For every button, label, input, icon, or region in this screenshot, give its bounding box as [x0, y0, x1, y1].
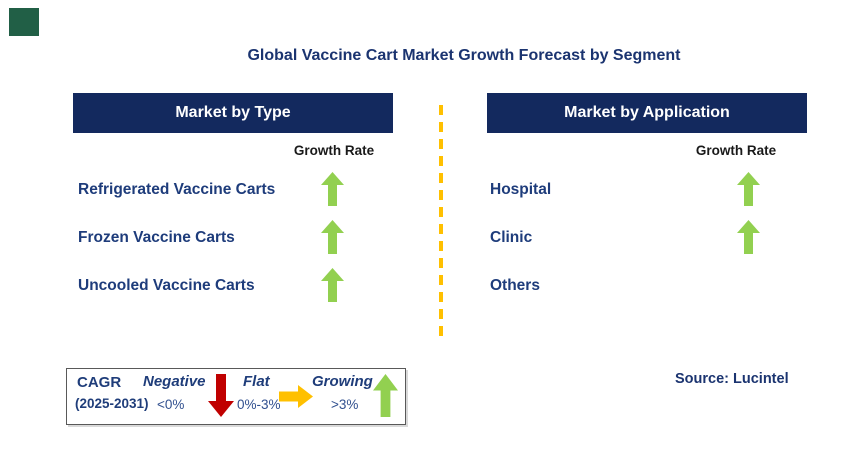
segment-label: Refrigerated Vaccine Carts	[78, 181, 276, 198]
segment-label: Hospital	[490, 181, 552, 198]
growth-up-arrow-icon	[737, 172, 760, 206]
cagr-legend-box: CAGR (2025-2031) Negative <0% Flat 0%-3%…	[66, 368, 406, 425]
panel-market-by-type: Market by Type Growth Rate Refrigerated …	[66, 93, 404, 340]
growth-up-arrow-icon	[737, 220, 760, 254]
legend-negative-range: <0%	[157, 397, 185, 412]
down-arrow-icon	[208, 374, 234, 417]
panel-market-by-application: Market by Application Growth Rate Hospit…	[480, 93, 818, 340]
segment-label: Uncooled Vaccine Carts	[78, 277, 255, 294]
growth-up-arrow-icon	[321, 220, 344, 254]
right-arrow-icon	[279, 385, 313, 408]
panel-divider-dashed-line	[439, 105, 443, 338]
chart-title: Global Vaccine Cart Market Growth Foreca…	[247, 47, 681, 64]
panel-header-market-by-application: Market by Application	[487, 93, 807, 133]
panel-header-market-by-type: Market by Type	[73, 93, 393, 133]
segment-label: Clinic	[490, 229, 533, 246]
source-attribution: Source: Lucintel	[675, 371, 789, 387]
cagr-period: (2025-2031)	[75, 396, 149, 411]
legend-flat-range: 0%-3%	[237, 397, 281, 412]
growth-up-arrow-icon	[321, 172, 344, 206]
growth-up-arrow-icon	[321, 268, 344, 302]
segment-label: Frozen Vaccine Carts	[78, 229, 235, 246]
corner-logo-mark	[9, 8, 39, 36]
growth-rate-column-header: Growth Rate	[695, 143, 777, 158]
cagr-label: CAGR	[77, 374, 122, 391]
segment-label: Others	[490, 277, 540, 294]
growth-rate-column-header: Growth Rate	[293, 143, 375, 158]
legend-growing-label: Growing	[312, 373, 373, 390]
legend-growing-range: >3%	[331, 397, 359, 412]
legend-negative-label: Negative	[143, 373, 206, 390]
up-arrow-icon	[373, 374, 398, 417]
legend-flat-label: Flat	[243, 373, 270, 390]
